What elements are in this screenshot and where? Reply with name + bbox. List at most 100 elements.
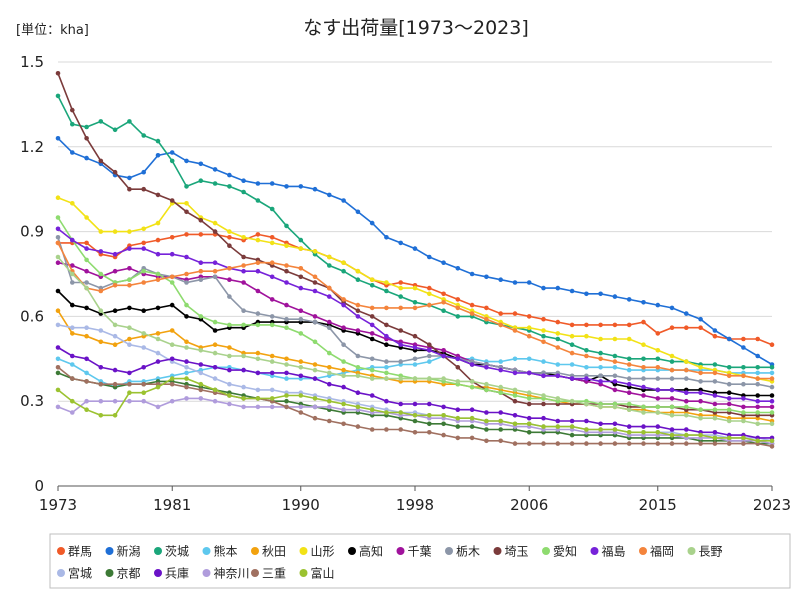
data-point <box>455 305 461 311</box>
data-point <box>255 322 261 328</box>
data-point <box>569 350 575 356</box>
data-point <box>498 359 504 364</box>
data-point <box>555 373 561 379</box>
data-point <box>398 285 404 291</box>
data-point <box>312 280 318 285</box>
data-point <box>669 376 675 381</box>
data-point <box>198 218 204 223</box>
data-point <box>384 305 389 311</box>
data-point <box>55 260 61 266</box>
data-point <box>712 328 718 333</box>
data-point <box>669 396 675 401</box>
data-point <box>212 398 218 404</box>
legend-item: 長野 <box>687 545 723 559</box>
data-point <box>212 328 218 333</box>
legend-item: 新潟 <box>105 544 141 559</box>
data-point <box>269 396 275 401</box>
data-point <box>198 178 204 183</box>
data-point <box>427 342 432 348</box>
data-point <box>612 373 618 379</box>
data-point <box>227 266 232 271</box>
data-point <box>98 229 104 234</box>
data-point <box>455 266 461 271</box>
data-point <box>112 342 118 348</box>
data-point <box>612 294 618 299</box>
data-point <box>455 407 461 413</box>
data-point <box>512 356 518 362</box>
data-point <box>155 138 161 144</box>
data-point <box>626 322 632 328</box>
data-point <box>626 390 632 396</box>
data-point <box>555 336 561 342</box>
data-point <box>184 365 189 370</box>
data-point <box>498 367 504 373</box>
data-point <box>626 356 632 362</box>
legend-marker <box>154 569 162 577</box>
data-point <box>641 356 646 362</box>
data-point <box>655 387 661 393</box>
data-point <box>212 167 218 172</box>
data-point <box>755 393 760 398</box>
data-point <box>584 353 589 359</box>
data-point <box>584 333 589 339</box>
data-point <box>412 305 418 311</box>
y-tick-label: 0 <box>34 477 44 495</box>
data-point <box>698 415 703 421</box>
data-point <box>212 229 218 234</box>
legend-item: 秋田 <box>251 545 286 559</box>
data-point <box>398 305 404 311</box>
data-point <box>427 254 432 260</box>
data-point <box>327 325 332 331</box>
data-point <box>612 421 618 427</box>
data-point <box>455 314 461 319</box>
data-point <box>469 384 475 390</box>
data-point <box>98 249 104 254</box>
legend-label: 千葉 <box>408 545 432 559</box>
data-point <box>70 201 75 206</box>
data-point <box>84 257 89 263</box>
data-point <box>127 246 132 251</box>
data-point <box>255 181 261 186</box>
data-point <box>312 314 318 319</box>
data-point <box>184 384 189 390</box>
data-point <box>255 237 261 243</box>
data-point <box>484 381 489 387</box>
data-point <box>341 401 346 407</box>
data-point <box>726 401 732 407</box>
data-point <box>669 387 675 393</box>
data-point <box>626 376 632 381</box>
data-point <box>455 365 461 370</box>
data-point <box>84 305 89 311</box>
data-point <box>684 376 689 381</box>
legend-marker <box>202 569 211 577</box>
data-point <box>112 251 118 257</box>
data-point <box>526 390 532 396</box>
data-point <box>227 277 232 283</box>
data-point <box>227 393 232 398</box>
data-point <box>112 413 118 418</box>
data-point <box>641 424 646 429</box>
data-point <box>298 237 304 243</box>
data-point <box>612 441 618 446</box>
data-point <box>255 387 261 393</box>
data-point <box>155 384 161 390</box>
x-tick-label: 1998 <box>396 496 434 514</box>
data-point <box>441 260 446 266</box>
data-point <box>169 302 175 308</box>
data-point <box>769 384 775 390</box>
data-point <box>298 410 304 415</box>
data-point <box>155 251 161 257</box>
data-point <box>212 181 218 186</box>
data-point <box>127 305 132 311</box>
data-point <box>327 350 332 356</box>
data-point <box>684 359 689 364</box>
y-tick-label: 0.9 <box>20 223 44 241</box>
data-point <box>427 285 432 291</box>
data-point <box>84 124 89 130</box>
data-point <box>70 121 75 127</box>
data-point <box>269 240 275 246</box>
data-point <box>541 316 546 322</box>
data-point <box>98 308 104 314</box>
legend-label: 富山 <box>311 566 335 581</box>
legend-label: 埼玉 <box>505 545 529 559</box>
